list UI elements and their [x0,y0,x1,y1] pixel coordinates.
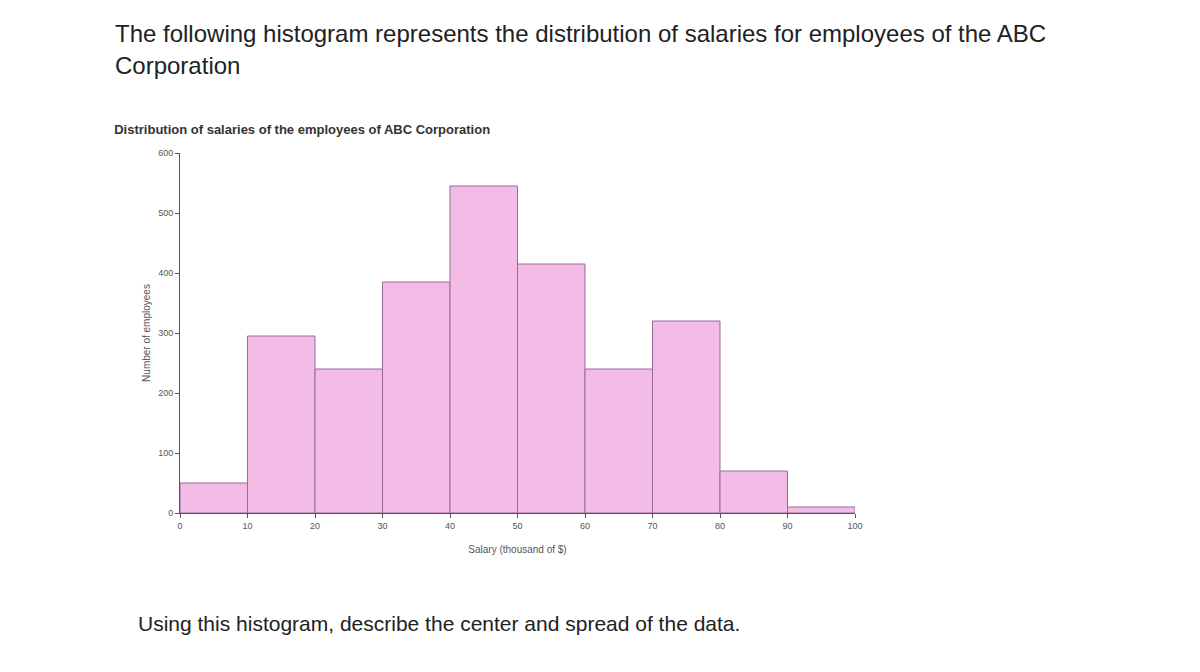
html-text:Using this histogram, describe: Using this histogram, describe the cente… [138,612,741,635]
svg-text:Salary (thousand of $): Salary (thousand of $) [468,544,566,555]
svg-text:100: 100 [847,521,862,531]
svg-text:40: 40 [445,521,455,531]
svg-text:0: 0 [177,521,182,531]
svg-text:Number of employees: Number of employees [141,284,152,382]
svg-text:300: 300 [158,328,173,338]
svg-text:500: 500 [158,208,173,218]
svg-text:100: 100 [158,448,173,458]
svg-text:70: 70 [647,521,657,531]
svg-text:90: 90 [782,521,792,531]
svg-text:0: 0 [168,508,173,518]
svg-text:30: 30 [377,521,387,531]
svg-text:400: 400 [158,268,173,278]
svg-text:20: 20 [310,521,320,531]
svg-text:80: 80 [715,521,725,531]
svg-text:10: 10 [242,521,252,531]
svg-text:200: 200 [158,388,173,398]
svg-text:60: 60 [580,521,590,531]
svg-text:50: 50 [512,521,522,531]
svg-text:Distribution of salaries of th: Distribution of salaries of the employee… [114,122,490,137]
html-text:The following histogram repres: The following histogram represents the d… [115,20,1047,79]
svg-text:600: 600 [158,148,173,158]
